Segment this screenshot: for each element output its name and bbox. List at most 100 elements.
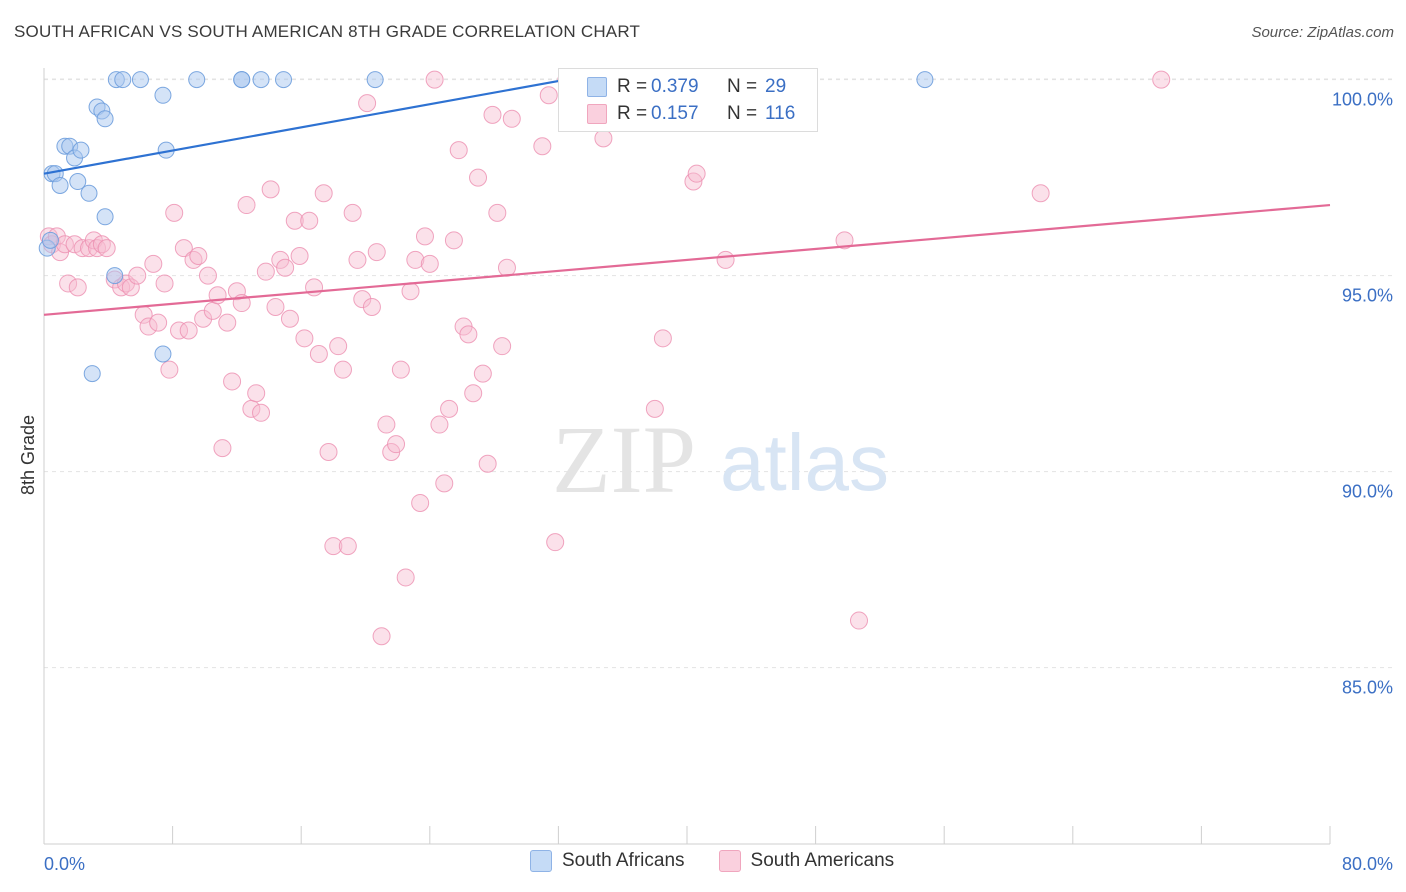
- data-point-south-africans: [154, 345, 172, 363]
- stats-swatch-pink: [587, 104, 607, 124]
- data-point-south-americans: [372, 627, 391, 646]
- y-tick-label: 85.0%: [1342, 678, 1393, 698]
- data-point-south-americans: [256, 262, 275, 281]
- data-point-south-americans: [300, 211, 319, 230]
- data-point-south-americans: [309, 345, 328, 363]
- data-point-south-americans: [237, 196, 256, 215]
- legend-item-south-africans[interactable]: South Africans: [530, 850, 685, 872]
- data-point-south-americans: [333, 360, 352, 379]
- series-south-africans: [38, 71, 934, 383]
- data-point-south-americans: [687, 164, 706, 183]
- data-point-south-americans: [430, 415, 449, 434]
- x-tick-label: 80.0%: [1342, 854, 1393, 874]
- series-south-americans: [39, 70, 1171, 646]
- data-point-south-americans: [68, 278, 87, 297]
- data-point-south-africans: [252, 71, 270, 89]
- data-point-south-americans: [144, 254, 163, 273]
- data-point-south-americans: [449, 141, 468, 160]
- data-point-south-americans: [139, 317, 158, 336]
- watermark-zip: ZIP: [552, 406, 696, 513]
- stats-r-value: 0.157: [651, 103, 699, 124]
- data-point-south-americans: [440, 399, 459, 418]
- data-point-south-americans: [850, 611, 869, 630]
- data-point-south-americans: [198, 266, 217, 285]
- data-point-south-americans: [435, 474, 454, 493]
- data-point-south-americans: [420, 254, 439, 273]
- data-point-south-americans: [367, 243, 386, 262]
- data-point-south-americans: [835, 231, 854, 250]
- stats-r-label: R =: [617, 76, 648, 97]
- data-point-south-americans: [401, 282, 420, 301]
- legend-label: South Africans: [562, 850, 685, 871]
- data-point-south-americans: [128, 266, 147, 285]
- tick-labels: 85.0% 90.0% 95.0% 100.0% 0.0% 80.0%: [44, 90, 1393, 874]
- data-point-south-americans: [121, 278, 140, 297]
- data-point-south-americans: [645, 399, 664, 418]
- data-point-south-americans: [247, 384, 266, 403]
- data-point-south-africans: [106, 267, 124, 285]
- data-point-south-africans: [366, 71, 384, 89]
- data-point-south-americans: [594, 129, 613, 148]
- data-point-south-americans: [406, 250, 425, 269]
- chart-title: SOUTH AFRICAN VS SOUTH AMERICAN 8TH GRAD…: [14, 22, 641, 41]
- stats-n-label: N =: [727, 103, 758, 124]
- stats-swatch-blue: [587, 77, 607, 97]
- data-point-south-americans: [411, 493, 430, 512]
- data-point-south-americans: [502, 109, 521, 128]
- data-point-south-americans: [459, 325, 478, 344]
- data-point-south-africans: [154, 86, 172, 104]
- data-point-south-americans: [539, 86, 558, 105]
- axes: [43, 68, 1331, 845]
- legend-label: South Americans: [750, 850, 895, 871]
- data-point-south-americans: [653, 329, 672, 348]
- data-point-south-americans: [170, 321, 189, 340]
- stats-r-label: R =: [617, 103, 648, 124]
- grid-lines: [44, 78, 1392, 669]
- stats-n-value: 116: [765, 103, 796, 124]
- data-point-south-americans: [493, 337, 512, 356]
- data-point-south-americans: [295, 329, 314, 348]
- data-point-south-africans: [114, 71, 132, 89]
- data-point-south-americans: [488, 203, 507, 222]
- data-point-south-americans: [348, 250, 367, 269]
- data-point-south-americans: [353, 290, 372, 309]
- data-point-south-americans: [261, 180, 280, 199]
- data-point-south-americans: [223, 372, 242, 391]
- legend-item-south-americans[interactable]: South Americans: [718, 850, 895, 872]
- y-tick-label: 95.0%: [1342, 286, 1393, 306]
- data-point-south-americans: [290, 247, 309, 265]
- data-point-south-americans: [59, 274, 78, 293]
- watermark: ZIP atlas: [552, 406, 889, 513]
- data-point-south-americans: [149, 313, 168, 332]
- data-point-south-africans: [72, 141, 90, 159]
- data-point-south-americans: [285, 211, 304, 230]
- data-point-south-americans: [1031, 184, 1050, 203]
- data-point-south-americans: [194, 309, 213, 328]
- stats-r-value: 0.379: [651, 76, 699, 97]
- data-point-south-americans: [203, 301, 222, 320]
- data-point-south-americans: [165, 203, 184, 222]
- data-point-south-africans: [69, 173, 87, 191]
- data-point-south-americans: [377, 415, 396, 434]
- y-tick-label: 100.0%: [1332, 90, 1393, 110]
- data-point-south-americans: [464, 384, 483, 403]
- data-point-south-africans: [233, 71, 251, 89]
- data-point-south-americans: [189, 247, 208, 265]
- data-point-south-americans: [415, 227, 434, 246]
- data-point-south-americans: [319, 443, 338, 461]
- y-axis-label: 8th Grade: [18, 415, 38, 495]
- data-point-south-americans: [218, 313, 237, 332]
- data-point-south-americans: [343, 203, 362, 222]
- data-point-south-africans: [80, 184, 98, 202]
- data-point-south-africans: [916, 71, 934, 89]
- data-point-south-americans: [391, 360, 410, 379]
- legend-swatch-blue: [530, 850, 552, 872]
- data-point-south-americans: [97, 239, 116, 258]
- data-point-south-americans: [252, 403, 271, 422]
- data-point-south-americans: [483, 105, 502, 124]
- data-point-south-americans: [179, 321, 198, 340]
- data-point-south-americans: [444, 231, 463, 250]
- trend-lines: [43, 78, 1331, 316]
- y-tick-label: 90.0%: [1342, 482, 1393, 502]
